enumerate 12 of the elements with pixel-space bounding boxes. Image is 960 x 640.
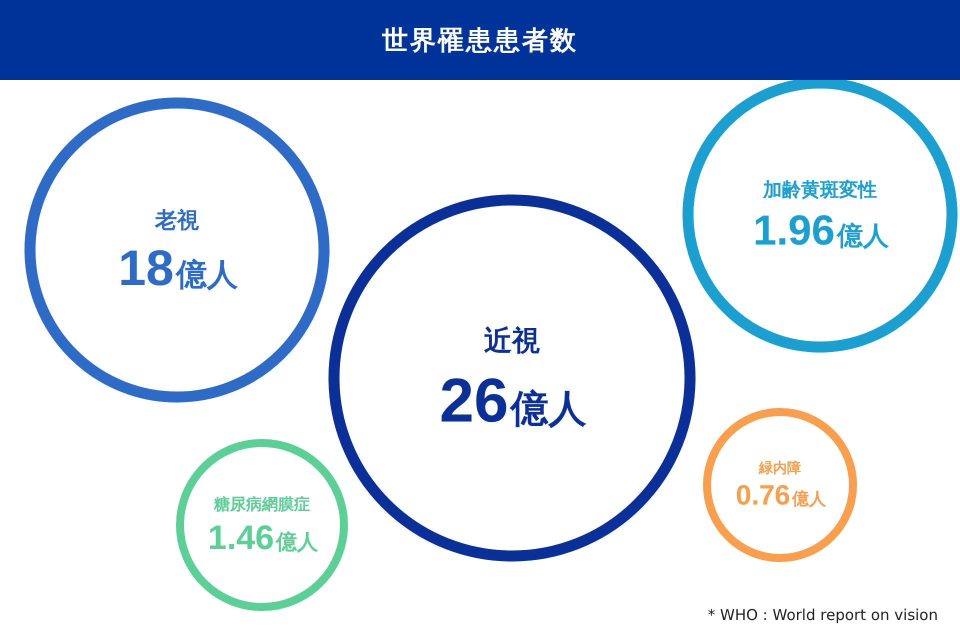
category-label: 加齢黄斑変性 — [762, 179, 877, 202]
data-label: 1.96億人 — [753, 206, 890, 254]
text: * WHO : World report on vision — [708, 606, 938, 624]
category-label: 糖尿病網膜症 — [213, 494, 310, 514]
category-label: 緑内障 — [758, 459, 801, 476]
data-label: 26億人 — [440, 366, 586, 436]
data-label: 0.76億人 — [736, 480, 828, 511]
data-label: 1.46億人 — [208, 518, 320, 557]
data-label: 18億人 — [118, 240, 239, 296]
category-label: 近視 — [484, 324, 540, 358]
category-label: 老視 — [154, 208, 199, 234]
text: 世界罹患患者数 — [0, 0, 960, 80]
